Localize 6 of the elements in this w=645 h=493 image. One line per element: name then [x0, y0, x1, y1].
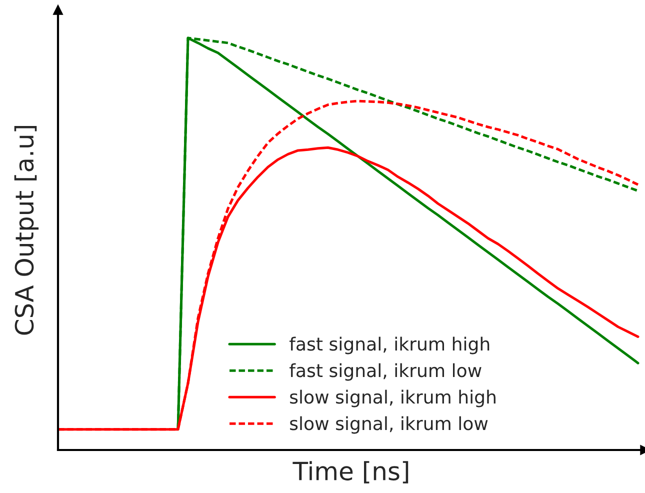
- legend-label: slow signal, ikrum high: [290, 390, 496, 408]
- y-axis-title: CSA Output [a.u]: [14, 126, 39, 335]
- x-axis-title: Time [ns]: [292, 461, 408, 484]
- legend-label: fast signal, ikrum high: [290, 336, 490, 354]
- legend-label: fast signal, ikrum low: [290, 363, 482, 381]
- legend-label: slow signal, ikrum low: [290, 416, 488, 434]
